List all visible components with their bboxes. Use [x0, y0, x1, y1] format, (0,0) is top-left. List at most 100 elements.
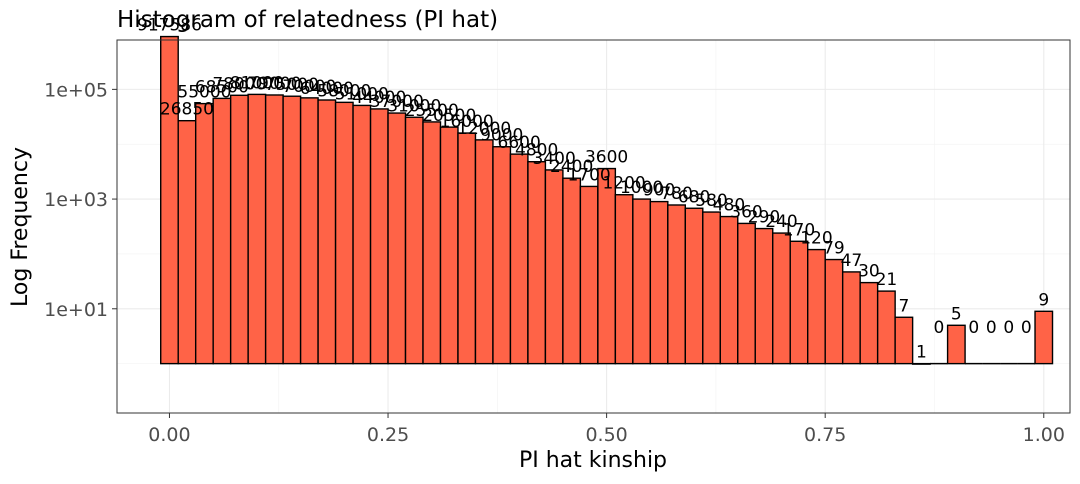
histogram-bar: [474, 139, 494, 365]
data-label: 31000: [387, 96, 441, 116]
histogram-bar: [334, 101, 354, 365]
data-label: 64000: [300, 79, 354, 99]
data-label: 2400: [550, 157, 593, 177]
data-label: 0: [933, 318, 944, 338]
data-label: 9: [1038, 290, 1049, 310]
histogram-bar: [282, 95, 302, 365]
data-labels-layer: 9175862685055000685007800081000790007500…: [137, 16, 1049, 363]
histogram-bar: [946, 324, 966, 365]
histogram-bar: [212, 97, 232, 365]
data-label: 900: [643, 181, 675, 201]
data-label: 44000: [352, 88, 406, 108]
histogram-bar: [597, 167, 617, 365]
data-label: 290: [748, 208, 780, 228]
y-axis-title: Log Frequency: [8, 147, 33, 307]
histogram-bar: [352, 104, 372, 365]
histogram-bar: [859, 281, 879, 365]
data-label: 1000: [620, 178, 663, 198]
histogram-bar: [754, 227, 774, 365]
data-label: 0: [986, 318, 997, 338]
data-label: 240: [765, 212, 797, 232]
histogram-bar: [579, 185, 599, 365]
data-label: 780: [660, 184, 692, 204]
histogram-bar: [527, 161, 547, 365]
histogram-bar: [841, 271, 861, 365]
data-label: 4800: [515, 141, 558, 161]
histogram-bar: [177, 119, 197, 365]
data-label: 37000: [370, 92, 424, 112]
x-tick-label: 0.25: [367, 424, 409, 446]
histogram-bar: [667, 204, 687, 365]
histogram-bar: [614, 194, 634, 365]
histogram-bar: [684, 207, 704, 365]
y-tick-label: 1e+03: [44, 189, 108, 211]
data-label: 3600: [585, 148, 628, 168]
histogram-bar: [544, 169, 564, 365]
panel-border: [116, 39, 1071, 414]
histogram-bar: [824, 258, 844, 365]
data-label: 55000: [177, 83, 231, 103]
histogram-bar: [160, 35, 179, 365]
x-axis: 0.00 0.25 0.50 0.75 1.00: [148, 413, 1065, 446]
data-label: 1700: [567, 165, 610, 185]
histogram-bar: [247, 93, 267, 365]
data-label: 12000: [457, 119, 511, 139]
data-label: 1: [916, 343, 927, 363]
data-label: 917586: [137, 16, 202, 36]
y-tick-label: 1e+05: [44, 79, 108, 101]
data-label: 1200: [602, 174, 645, 194]
data-label: 58000: [317, 81, 371, 101]
data-label: 70000: [282, 77, 336, 97]
data-label: 79000: [247, 74, 301, 94]
data-label: 9000: [480, 126, 523, 146]
histogram-bar: [1034, 310, 1054, 365]
histogram-bar: [369, 108, 389, 365]
data-label: 5: [951, 304, 962, 324]
histogram-bar: [404, 116, 424, 365]
histogram-bar: [317, 99, 337, 365]
histogram-bar: [229, 94, 249, 365]
x-tick-label: 0.75: [804, 424, 846, 446]
histogram-bar: [492, 146, 512, 365]
histogram-bar: [457, 132, 477, 365]
histogram-bar: [562, 177, 582, 365]
data-label: 3400: [533, 149, 576, 169]
histogram-bar: [719, 215, 739, 365]
bars-layer: [160, 35, 1054, 365]
data-label: 120: [800, 229, 832, 249]
histogram-bar: [387, 112, 407, 365]
histogram-bar: [911, 362, 931, 365]
histogram-bar: [737, 222, 756, 365]
histogram-bar: [299, 97, 319, 365]
histogram-bar: [807, 248, 826, 365]
data-label: 7: [898, 296, 909, 316]
histogram-bar: [422, 121, 442, 365]
data-label: 20500: [422, 106, 476, 126]
histogram-bar: [439, 126, 459, 365]
data-label: 75000: [265, 75, 319, 95]
data-label: 21: [876, 270, 898, 290]
data-label: 0: [968, 318, 979, 338]
data-label: 68500: [195, 77, 249, 97]
x-tick-label: 0.50: [585, 424, 627, 446]
histogram-bar: [264, 94, 284, 365]
data-label: 51000: [335, 84, 389, 104]
chart-title: Histogram of relatedness (PI hat): [117, 7, 498, 33]
histogram-bar: [702, 211, 721, 365]
x-tick-label: 0.00: [148, 424, 190, 446]
x-axis-title: PI hat kinship: [519, 448, 667, 473]
histogram-bar: [194, 102, 214, 365]
histogram-bar: [894, 316, 914, 365]
data-label: 480: [713, 196, 745, 216]
y-axis: 1e+01 1e+03 1e+05: [44, 79, 117, 321]
data-label: 81000: [230, 73, 284, 93]
histogram-bar: [632, 198, 652, 365]
histogram-bar: [789, 240, 809, 365]
data-label: 170: [783, 220, 815, 240]
histogram-bar: [649, 200, 669, 365]
data-label: 47: [841, 251, 863, 271]
data-label: 16000: [440, 112, 494, 132]
histogram-bar: [772, 232, 791, 365]
